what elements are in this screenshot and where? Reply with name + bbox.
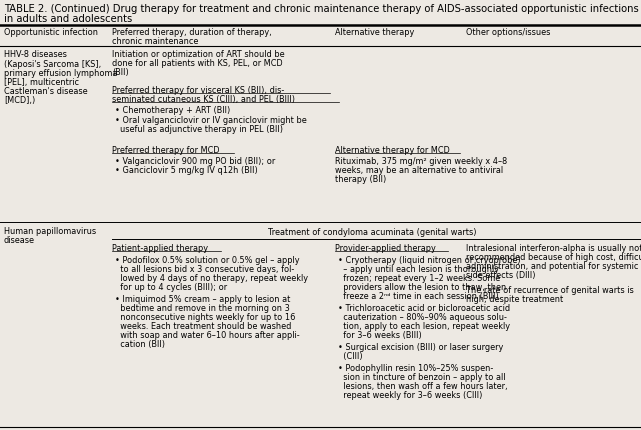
Text: weeks. Each treatment should be washed: weeks. Each treatment should be washed bbox=[115, 321, 292, 330]
Text: Opportunistic infection: Opportunistic infection bbox=[4, 28, 98, 37]
Text: Other options/issues: Other options/issues bbox=[466, 28, 551, 37]
Text: nonconsecutive nights weekly for up to 16: nonconsecutive nights weekly for up to 1… bbox=[115, 312, 296, 321]
Text: • Imiquimod 5% cream – apply to lesion at: • Imiquimod 5% cream – apply to lesion a… bbox=[115, 294, 290, 303]
Text: cauterization – 80%–90% aqueous solu-: cauterization – 80%–90% aqueous solu- bbox=[338, 312, 507, 321]
Text: weeks, may be an alternative to antiviral: weeks, may be an alternative to antivira… bbox=[335, 166, 503, 175]
Text: (CIII): (CIII) bbox=[338, 351, 363, 360]
Text: Treatment of condyloma acuminata (genital warts): Treatment of condyloma acuminata (genita… bbox=[267, 227, 476, 236]
Text: Rituximab, 375 mg/m² given weekly x 4–8: Rituximab, 375 mg/m² given weekly x 4–8 bbox=[335, 157, 508, 166]
Text: • Podophyllin resin 10%–25% suspen-: • Podophyllin resin 10%–25% suspen- bbox=[338, 363, 494, 372]
Text: Preferred therapy for MCD: Preferred therapy for MCD bbox=[112, 146, 220, 155]
Text: • Podofilox 0.5% solution or 0.5% gel – apply: • Podofilox 0.5% solution or 0.5% gel – … bbox=[115, 255, 300, 264]
Text: • Trichloroacetic acid or bicloroacetic acid: • Trichloroacetic acid or bicloroacetic … bbox=[338, 303, 510, 312]
Text: • Surgical excision (BIII) or laser surgery: • Surgical excision (BIII) or laser surg… bbox=[338, 342, 503, 351]
Text: disease: disease bbox=[4, 236, 35, 244]
Text: seminated cutaneous KS (CIII), and PEL (BIII): seminated cutaneous KS (CIII), and PEL (… bbox=[112, 95, 295, 104]
Text: HHV-8 diseases: HHV-8 diseases bbox=[4, 50, 67, 59]
Text: done for all patients with KS, PEL, or MCD: done for all patients with KS, PEL, or M… bbox=[112, 59, 283, 68]
Text: in adults and adolescents: in adults and adolescents bbox=[4, 14, 132, 24]
Text: Alternative therapy: Alternative therapy bbox=[335, 28, 415, 37]
Text: therapy (BII): therapy (BII) bbox=[335, 175, 387, 184]
Text: – apply until each lesion is thoroughly: – apply until each lesion is thoroughly bbox=[338, 264, 499, 273]
Text: • Valganciclovir 900 mg PO bid (BII); or: • Valganciclovir 900 mg PO bid (BII); or bbox=[115, 157, 276, 166]
Text: bedtime and remove in the morning on 3: bedtime and remove in the morning on 3 bbox=[115, 303, 290, 312]
Text: sion in tincture of benzoin – apply to all: sion in tincture of benzoin – apply to a… bbox=[338, 372, 506, 381]
Text: [PEL], multicentric: [PEL], multicentric bbox=[4, 78, 79, 87]
Text: Castleman's disease: Castleman's disease bbox=[4, 87, 87, 96]
Text: Alternative therapy for MCD: Alternative therapy for MCD bbox=[335, 146, 450, 155]
Text: The rate of recurrence of genital warts is: The rate of recurrence of genital warts … bbox=[466, 286, 634, 294]
Text: (BII): (BII) bbox=[112, 68, 129, 77]
Text: for 3–6 weeks (BIII): for 3–6 weeks (BIII) bbox=[338, 330, 422, 339]
Text: freeze a 2ⁿᵈ time in each session (BIII).: freeze a 2ⁿᵈ time in each session (BIII)… bbox=[338, 291, 501, 300]
Text: lowed by 4 days of no therapy, repeat weekly: lowed by 4 days of no therapy, repeat we… bbox=[115, 273, 308, 283]
Text: cation (BII): cation (BII) bbox=[115, 339, 165, 348]
Text: Preferred therapy for visceral KS (BII), dis-: Preferred therapy for visceral KS (BII),… bbox=[112, 86, 285, 95]
Text: for up to 4 cycles (BIII); or: for up to 4 cycles (BIII); or bbox=[115, 283, 228, 291]
Text: Provider-applied therapy: Provider-applied therapy bbox=[335, 243, 436, 252]
Text: with soap and water 6–10 hours after appli-: with soap and water 6–10 hours after app… bbox=[115, 330, 300, 339]
Text: (Kaposi's Sarcoma [KS],: (Kaposi's Sarcoma [KS], bbox=[4, 60, 101, 69]
Text: [MCD],): [MCD],) bbox=[4, 96, 35, 105]
Text: administration, and potential for systemic: administration, and potential for system… bbox=[466, 261, 638, 270]
Text: chronic maintenance: chronic maintenance bbox=[112, 37, 199, 46]
Text: repeat weekly for 3–6 weeks (CIII): repeat weekly for 3–6 weeks (CIII) bbox=[338, 390, 483, 399]
Text: • Ganciclovir 5 mg/kg IV q12h (BII): • Ganciclovir 5 mg/kg IV q12h (BII) bbox=[115, 166, 258, 175]
Text: side effects (DIII): side effects (DIII) bbox=[466, 270, 535, 280]
Text: providers allow the lesion to thaw, then: providers allow the lesion to thaw, then bbox=[338, 283, 506, 291]
Text: TABLE 2. (Continued) Drug therapy for treatment and chronic maintenance therapy : TABLE 2. (Continued) Drug therapy for tr… bbox=[4, 4, 638, 14]
Text: Initiation or optimization of ART should be: Initiation or optimization of ART should… bbox=[112, 50, 285, 59]
Text: high, despite treatment: high, despite treatment bbox=[466, 294, 563, 303]
Text: Intralesional interferon-alpha is usually not: Intralesional interferon-alpha is usuall… bbox=[466, 243, 641, 252]
Text: primary effusion lymphoma: primary effusion lymphoma bbox=[4, 69, 117, 78]
Text: recommended because of high cost, difficult: recommended because of high cost, diffic… bbox=[466, 252, 641, 261]
Text: Preferred therapy, duration of therapy,: Preferred therapy, duration of therapy, bbox=[112, 28, 272, 37]
Text: • Cryotherapy (liquid nitrogen or cryoprobe): • Cryotherapy (liquid nitrogen or cryopr… bbox=[338, 255, 521, 264]
Text: to all lesions bid x 3 consecutive days, fol-: to all lesions bid x 3 consecutive days,… bbox=[115, 264, 294, 273]
Text: • Oral valganciclovir or IV ganciclovir might be: • Oral valganciclovir or IV ganciclovir … bbox=[115, 116, 307, 125]
Text: Human papillomavirus: Human papillomavirus bbox=[4, 227, 96, 236]
Text: frozen; repeat every 1–2 weeks. Some: frozen; repeat every 1–2 weeks. Some bbox=[338, 273, 501, 283]
Text: tion, apply to each lesion, repeat weekly: tion, apply to each lesion, repeat weekl… bbox=[338, 321, 510, 330]
Text: Patient-applied therapy: Patient-applied therapy bbox=[112, 243, 208, 252]
Text: • Chemotherapy + ART (BII): • Chemotherapy + ART (BII) bbox=[115, 106, 230, 115]
Text: lesions, then wash off a few hours later,: lesions, then wash off a few hours later… bbox=[338, 381, 508, 390]
Text: useful as adjunctive therapy in PEL (BII): useful as adjunctive therapy in PEL (BII… bbox=[120, 125, 283, 134]
